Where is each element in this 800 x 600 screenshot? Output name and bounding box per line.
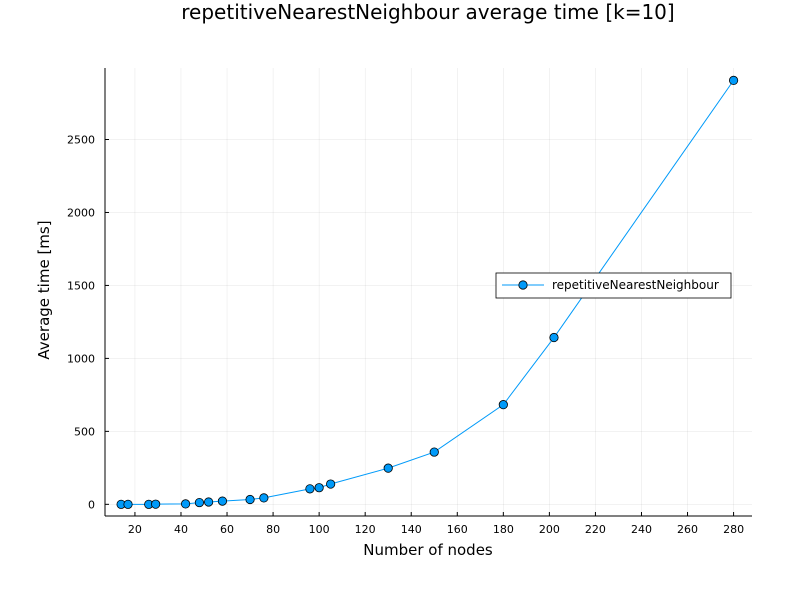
x-tick-label: 120 <box>355 523 376 536</box>
legend-label: repetitiveNearestNeighbour <box>552 278 719 292</box>
y-tick-label: 0 <box>88 498 95 511</box>
x-tick-label: 80 <box>266 523 280 536</box>
data-point <box>217 496 228 506</box>
x-tick-label: 60 <box>220 523 234 536</box>
data-point <box>180 499 191 509</box>
data-point <box>549 332 559 343</box>
x-tick-label: 220 <box>585 523 606 536</box>
data-point <box>123 499 133 509</box>
data-point <box>429 447 439 457</box>
y-axis-label: Average time [ms] <box>35 220 53 359</box>
y-tick-label: 2500 <box>67 134 95 147</box>
x-tick-label: 160 <box>447 523 468 536</box>
y-tick-label: 1500 <box>67 279 95 292</box>
y-tick-label: 2000 <box>67 206 95 219</box>
data-point <box>326 479 336 489</box>
ticks: 20 40 60 80 100 120 140 160 180 200 220 240 260 280 0 5… <box>67 134 744 536</box>
plot-area <box>116 75 739 509</box>
data-point <box>259 493 269 503</box>
x-tick-label: 140 <box>401 523 422 536</box>
x-tick-label: 200 <box>539 523 560 536</box>
x-tick-label: 40 <box>174 523 188 536</box>
x-axis-label: Number of nodes <box>363 541 493 559</box>
legend-marker <box>518 280 528 290</box>
axes <box>104 68 752 517</box>
data-point <box>194 497 205 508</box>
data-point <box>498 400 508 410</box>
x-tick-label: 20 <box>128 523 142 536</box>
data-point <box>305 484 315 494</box>
data-point <box>245 494 255 505</box>
data-point <box>151 499 161 509</box>
x-tick-label: 240 <box>631 523 652 536</box>
data-point <box>383 463 393 473</box>
x-tick-label: 100 <box>309 523 330 536</box>
x-tick-label: 180 <box>493 523 514 536</box>
x-tick-label: 280 <box>723 523 744 536</box>
data-point <box>204 497 214 507</box>
y-tick-label: 500 <box>74 425 95 438</box>
data-point <box>314 483 324 493</box>
chart-title: repetitiveNearestNeighbour average time … <box>181 0 674 24</box>
x-tick-label: 260 <box>677 523 698 536</box>
legend: repetitiveNearestNeighbour <box>495 272 732 299</box>
data-point <box>728 75 739 86</box>
y-tick-label: 1000 <box>67 352 95 365</box>
